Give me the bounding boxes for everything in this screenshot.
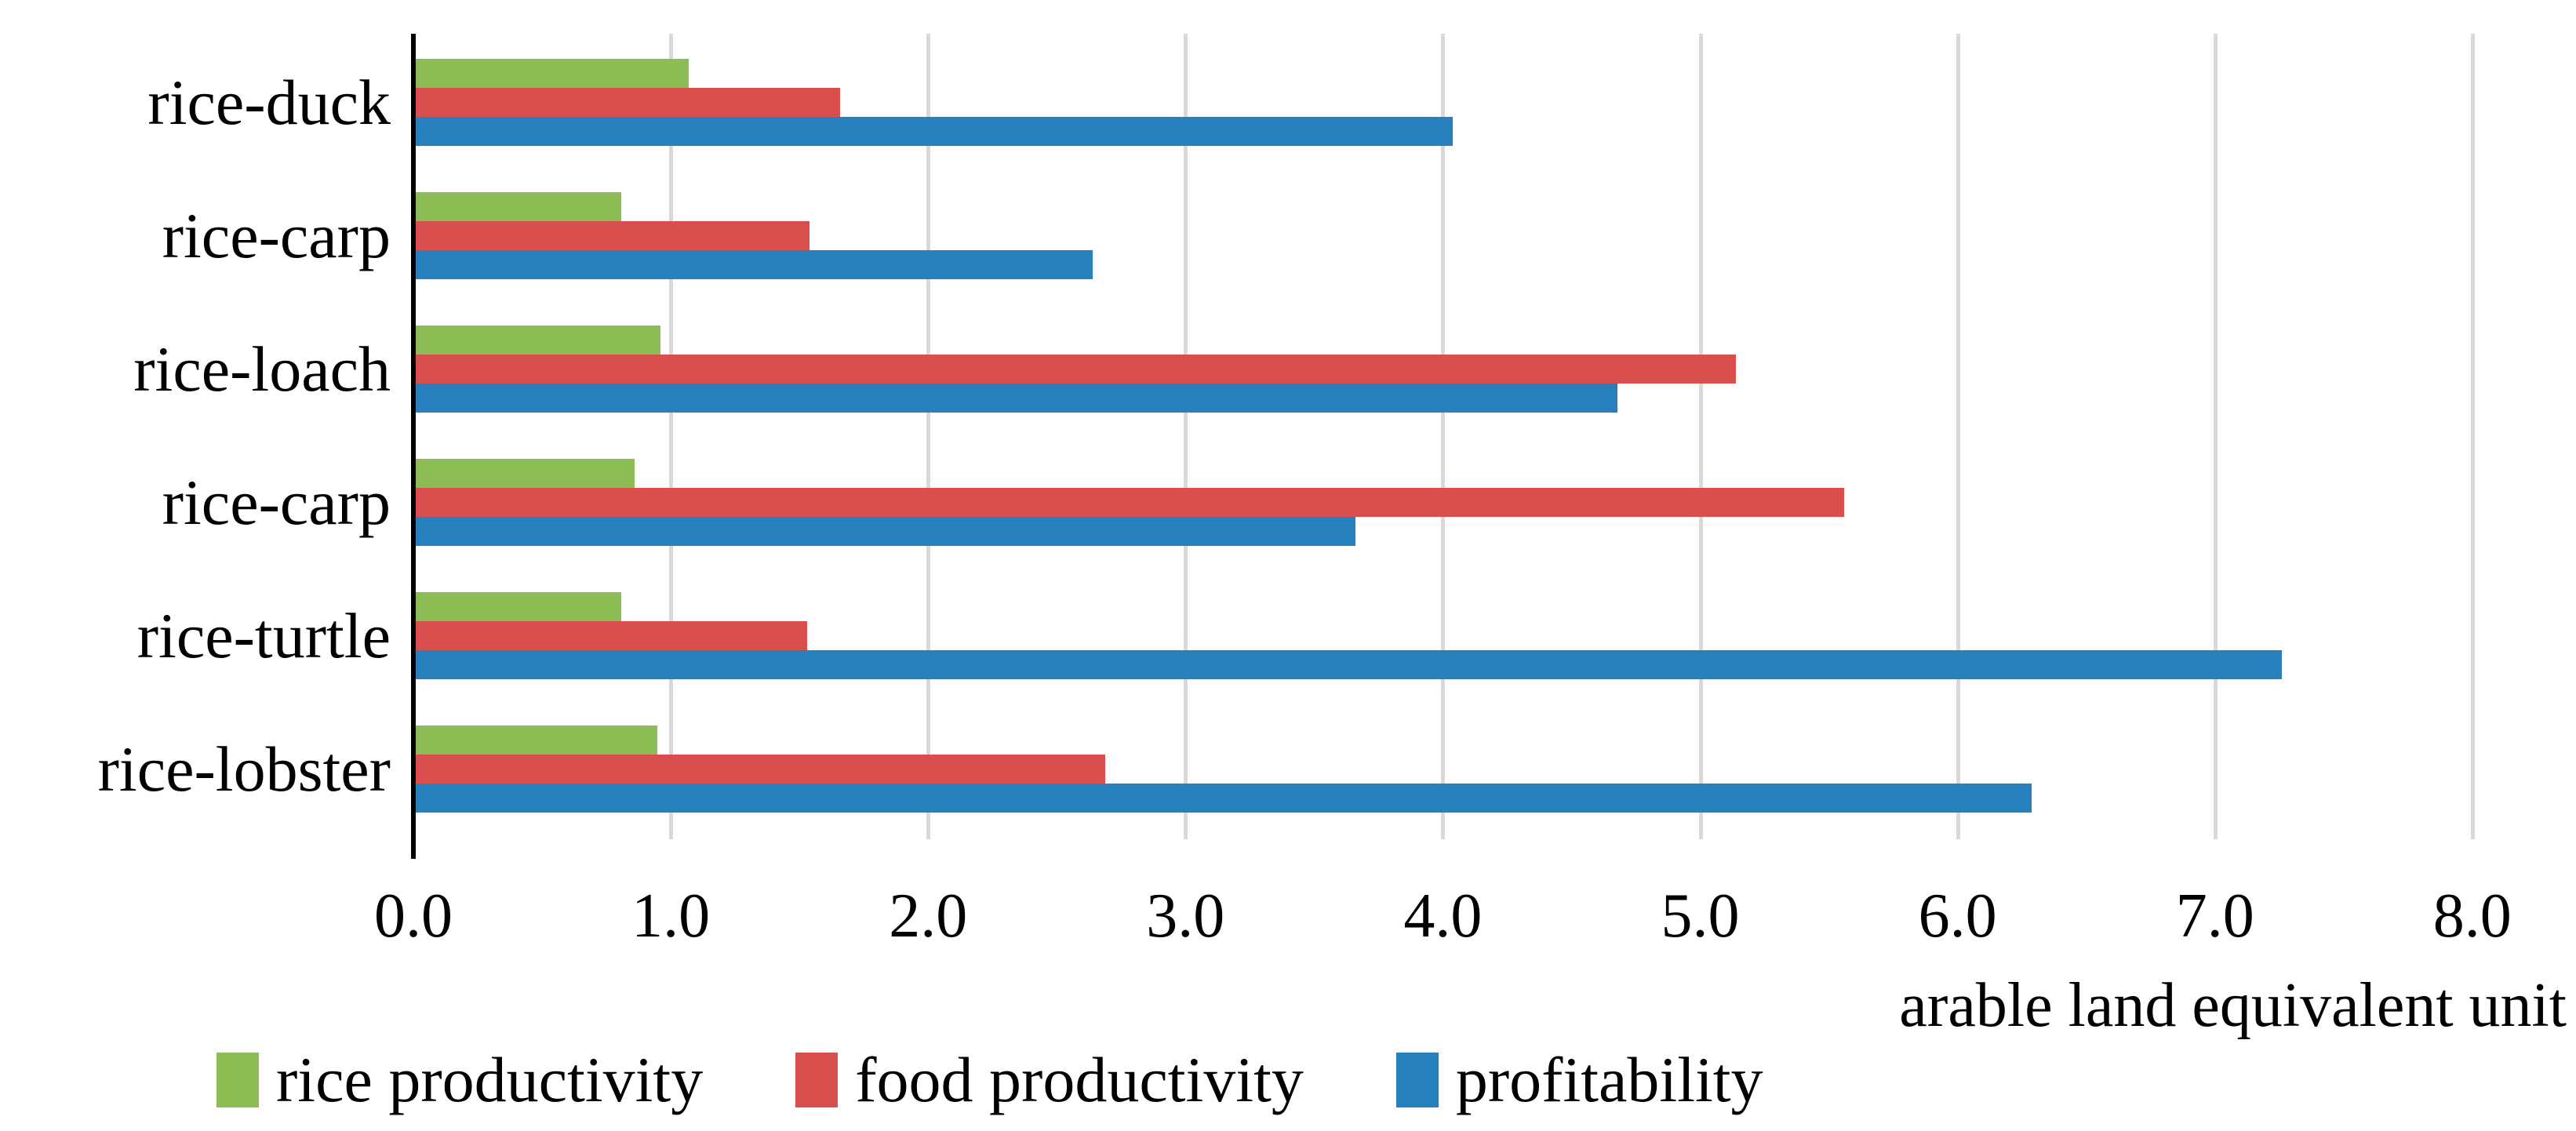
bar-rice-carp-rice-productivity <box>416 459 635 488</box>
bar-rice-lobster-rice-productivity <box>416 726 657 755</box>
bar-rice-carp-food-productivity <box>416 221 810 250</box>
legend-item-rice-productivity: rice productivity <box>216 1048 703 1112</box>
gridline-x-1.0 <box>669 34 674 839</box>
x-tick-label-6.0: 6.0 <box>1918 882 1997 951</box>
x-axis-title: arable land equivalent unit <box>1899 971 2567 1040</box>
legend-swatch-rice-productivity <box>216 1053 259 1107</box>
y-axis-label-rice-carp: rice-carp <box>162 466 391 538</box>
y-axis-label-rice-loach: rice-loach <box>133 333 391 405</box>
bar-rice-carp-profitability <box>416 517 1355 546</box>
bar-rice-lobster-food-productivity <box>416 755 1105 784</box>
y-axis-label-rice-duck: rice-duck <box>147 66 391 138</box>
y-axis-label-rice-turtle: rice-turtle <box>136 599 391 671</box>
y-axis-label-rice-carp: rice-carp <box>162 199 391 271</box>
legend-label-rice-productivity: rice productivity <box>276 1044 704 1115</box>
legend-label-food-productivity: food productivity <box>855 1044 1304 1115</box>
x-tick-label-3.0: 3.0 <box>1146 882 1225 951</box>
bar-rice-duck-rice-productivity <box>416 59 689 88</box>
gridline-x-6.0 <box>1956 34 1960 839</box>
bar-rice-carp-profitability <box>416 250 1093 279</box>
bar-rice-duck-profitability <box>416 117 1453 146</box>
legend-swatch-food-productivity <box>795 1053 839 1107</box>
bar-rice-turtle-food-productivity <box>416 621 807 650</box>
legend-swatch-profitability <box>1395 1053 1439 1107</box>
gridline-x-5.0 <box>1698 34 1703 839</box>
x-tick-label-2.0: 2.0 <box>889 882 968 951</box>
bar-rice-loach-food-productivity <box>416 355 1736 384</box>
bar-rice-duck-food-productivity <box>416 88 840 117</box>
x-tick-label-0.0: 0.0 <box>374 882 453 951</box>
y-axis-line <box>411 34 416 859</box>
x-tick-label-7.0: 7.0 <box>2175 882 2254 951</box>
bar-rice-carp-food-productivity <box>416 488 1844 517</box>
bar-rice-lobster-profitability <box>416 784 2032 813</box>
gridline-x-4.0 <box>1441 34 1446 839</box>
bar-rice-carp-rice-productivity <box>416 192 621 221</box>
x-tick-label-5.0: 5.0 <box>1661 882 1740 951</box>
bar-rice-turtle-rice-productivity <box>416 592 621 621</box>
legend: rice productivity food productivity profit… <box>216 1048 1763 1112</box>
legend-label-profitability: profitability <box>1455 1044 1763 1115</box>
x-tick-label-1.0: 1.0 <box>631 882 711 951</box>
gridline-x-3.0 <box>1184 34 1188 839</box>
bar-rice-loach-profitability <box>416 384 1617 413</box>
legend-item-profitability: profitability <box>1395 1044 1763 1115</box>
gridline-x-7.0 <box>2213 34 2218 839</box>
bar-rice-turtle-profitability <box>416 650 2282 679</box>
legend-item-food-productivity: food productivity <box>795 1048 1304 1112</box>
gridline-x-2.0 <box>926 34 931 839</box>
gridline-x-8.0 <box>2470 34 2475 839</box>
y-axis-label-rice-lobster: rice-lobster <box>97 733 391 805</box>
bar-rice-loach-rice-productivity <box>416 325 660 355</box>
x-tick-label-8.0: 8.0 <box>2432 882 2512 951</box>
x-tick-label-4.0: 4.0 <box>1403 882 1483 951</box>
